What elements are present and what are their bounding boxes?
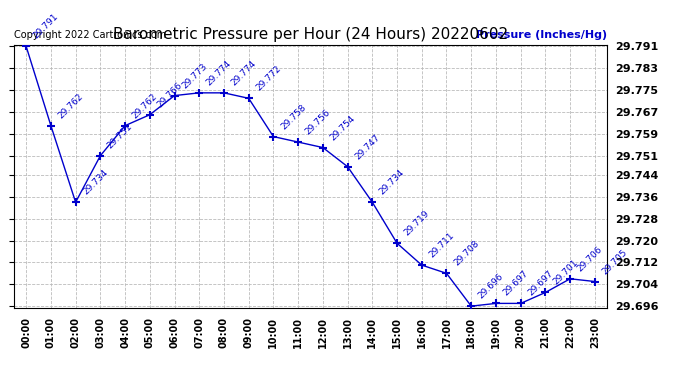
Text: 29.766: 29.766	[155, 81, 184, 109]
Text: 29.751: 29.751	[106, 122, 135, 150]
Text: 29.711: 29.711	[427, 231, 456, 260]
Text: 29.762: 29.762	[57, 92, 85, 120]
Text: 29.756: 29.756	[304, 108, 333, 136]
Text: 29.719: 29.719	[402, 209, 431, 238]
Text: 29.754: 29.754	[328, 113, 357, 142]
Text: 29.747: 29.747	[353, 133, 382, 161]
Text: 29.772: 29.772	[254, 64, 283, 93]
Text: 29.696: 29.696	[477, 272, 505, 301]
Text: 29.791: 29.791	[32, 12, 60, 41]
Text: 29.773: 29.773	[180, 62, 208, 90]
Text: 29.701: 29.701	[551, 258, 580, 287]
Text: 29.697: 29.697	[502, 269, 530, 298]
Text: 29.734: 29.734	[378, 168, 406, 196]
Text: 29.708: 29.708	[452, 239, 481, 268]
Text: 29.697: 29.697	[526, 269, 555, 298]
Text: 29.774: 29.774	[205, 59, 233, 87]
Text: Pressure (Inches/Hg): Pressure (Inches/Hg)	[476, 30, 607, 40]
Text: 29.705: 29.705	[600, 248, 629, 276]
Title: Barometric Pressure per Hour (24 Hours) 20220602: Barometric Pressure per Hour (24 Hours) …	[113, 27, 508, 42]
Text: 29.774: 29.774	[230, 59, 258, 87]
Text: 29.734: 29.734	[81, 168, 110, 196]
Text: 29.758: 29.758	[279, 102, 308, 131]
Text: 29.706: 29.706	[575, 244, 604, 273]
Text: 29.762: 29.762	[130, 92, 159, 120]
Text: Copyright 2022 Cartronics.com: Copyright 2022 Cartronics.com	[14, 30, 166, 40]
